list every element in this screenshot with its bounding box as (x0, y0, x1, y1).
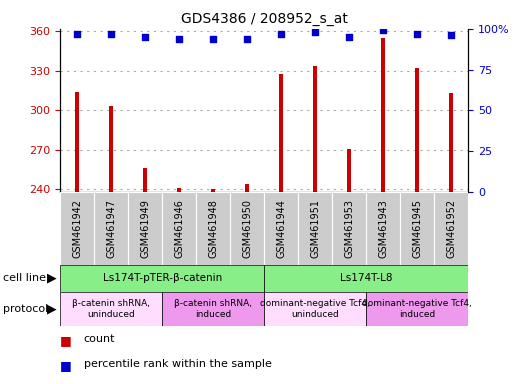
Point (209, 36, 218, 42)
Point (413, 31, 422, 37)
Bar (264, 265, 468, 292)
Bar (94, 192, 128, 265)
Text: GSM461953: GSM461953 (344, 199, 354, 258)
Bar (162, 192, 196, 265)
Text: count: count (84, 334, 115, 344)
Bar (143, 168, 147, 192)
Text: GSM461949: GSM461949 (140, 199, 150, 258)
Text: cell line: cell line (3, 273, 46, 283)
Bar (279, 74, 283, 192)
Bar (177, 188, 181, 192)
Text: protocol: protocol (3, 304, 48, 314)
Text: percentile rank within the sample: percentile rank within the sample (84, 359, 271, 369)
Bar (60, 292, 162, 326)
Text: Ls174T-L8: Ls174T-L8 (340, 273, 392, 283)
Point (379, 27, 388, 33)
Bar (332, 192, 366, 265)
Text: GSM461943: GSM461943 (378, 199, 388, 258)
Bar (60, 192, 94, 265)
Bar (230, 192, 264, 265)
Bar (434, 192, 468, 265)
Bar (128, 192, 162, 265)
Text: GSM461946: GSM461946 (174, 199, 184, 258)
Text: dominant-negative Tcf4,
induced: dominant-negative Tcf4, induced (362, 300, 472, 319)
Bar (109, 106, 113, 192)
Text: ▶: ▶ (47, 272, 56, 285)
Bar (264, 192, 298, 265)
Bar (60, 265, 264, 292)
Bar (449, 93, 453, 192)
Text: GSM461942: GSM461942 (72, 199, 82, 258)
Text: GSM461952: GSM461952 (446, 199, 456, 258)
Bar (298, 192, 332, 265)
Bar (162, 292, 264, 326)
Text: GSM461951: GSM461951 (310, 199, 320, 258)
Text: GSM461947: GSM461947 (106, 199, 116, 258)
Point (447, 32, 456, 38)
Point (243, 36, 252, 42)
Text: ▶: ▶ (47, 303, 56, 316)
Text: GSM461944: GSM461944 (276, 199, 286, 258)
Bar (245, 184, 249, 192)
Text: β-catenin shRNA,
induced: β-catenin shRNA, induced (174, 300, 252, 319)
Bar (347, 149, 351, 192)
Point (141, 34, 150, 40)
Point (107, 31, 116, 37)
Text: β-catenin shRNA,
uninduced: β-catenin shRNA, uninduced (72, 300, 150, 319)
Bar (313, 66, 317, 192)
Title: GDS4386 / 208952_s_at: GDS4386 / 208952_s_at (180, 12, 348, 26)
Point (175, 36, 184, 42)
Text: GSM461950: GSM461950 (242, 199, 252, 258)
Bar (415, 68, 419, 192)
Point (73, 31, 82, 37)
Text: GSM461945: GSM461945 (412, 199, 422, 258)
Bar (211, 189, 215, 192)
Bar (75, 92, 79, 192)
Bar (381, 38, 385, 192)
Bar (196, 192, 230, 265)
Text: Ls174T-pTER-β-catenin: Ls174T-pTER-β-catenin (103, 273, 222, 283)
Text: GSM461948: GSM461948 (208, 199, 218, 258)
Point (311, 29, 320, 35)
Bar (366, 192, 400, 265)
Point (277, 31, 286, 37)
Bar (366, 292, 468, 326)
Text: ■: ■ (60, 334, 76, 347)
Bar (400, 192, 434, 265)
Bar (264, 292, 366, 326)
Text: dominant-negative Tcf4,
uninduced: dominant-negative Tcf4, uninduced (260, 300, 370, 319)
Text: ■: ■ (60, 359, 76, 372)
Point (345, 34, 354, 40)
